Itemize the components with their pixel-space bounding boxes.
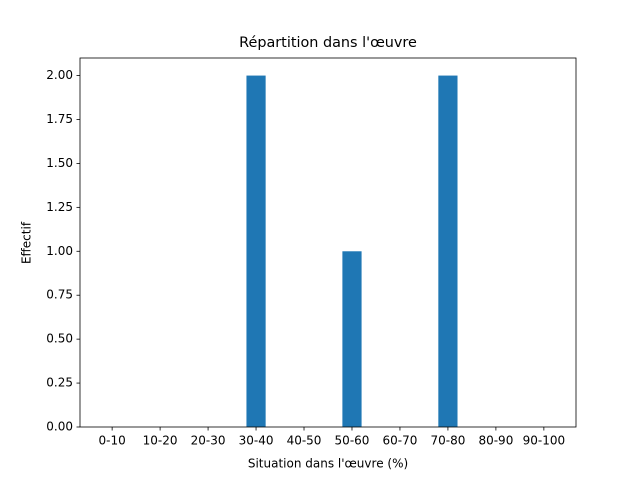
x-tick-label: 0-10 <box>99 434 126 448</box>
y-tick-label: 1.00 <box>46 244 73 258</box>
y-tick-label: 1.50 <box>46 156 73 170</box>
y-tick-label: 1.25 <box>46 200 73 214</box>
x-tick-label: 80-90 <box>478 434 513 448</box>
x-tick-label: 60-70 <box>383 434 418 448</box>
x-tick-label: 30-40 <box>239 434 274 448</box>
x-axis-label: Situation dans l'œuvre (%) <box>248 457 408 471</box>
y-tick-label: 0.75 <box>46 288 73 302</box>
x-tick-label: 10-20 <box>143 434 178 448</box>
x-tick-label: 20-30 <box>191 434 226 448</box>
bar <box>438 75 458 428</box>
y-axis-label: Effectif <box>20 221 34 264</box>
x-tick-label: 90-100 <box>523 434 566 448</box>
x-tick-label: 40-50 <box>287 434 322 448</box>
y-tick-label: 0.50 <box>46 332 73 346</box>
bar <box>246 75 266 428</box>
y-tick-label: 0.00 <box>46 420 73 434</box>
x-tick-label: 70-80 <box>430 434 465 448</box>
y-tick-label: 1.75 <box>46 112 73 126</box>
plot-area: 0.00 0.25 0.50 0.75 1.00 1.25 1.50 1.75 2.00 0-10… <box>46 68 565 447</box>
y-tick-label: 2.00 <box>46 68 73 82</box>
bar <box>342 251 362 427</box>
axes-frame <box>79 57 577 428</box>
y-tick-label: 0.25 <box>46 376 73 390</box>
x-tick-label: 50-60 <box>335 434 370 448</box>
chart-title: Répartition dans l'œuvre <box>239 35 417 51</box>
